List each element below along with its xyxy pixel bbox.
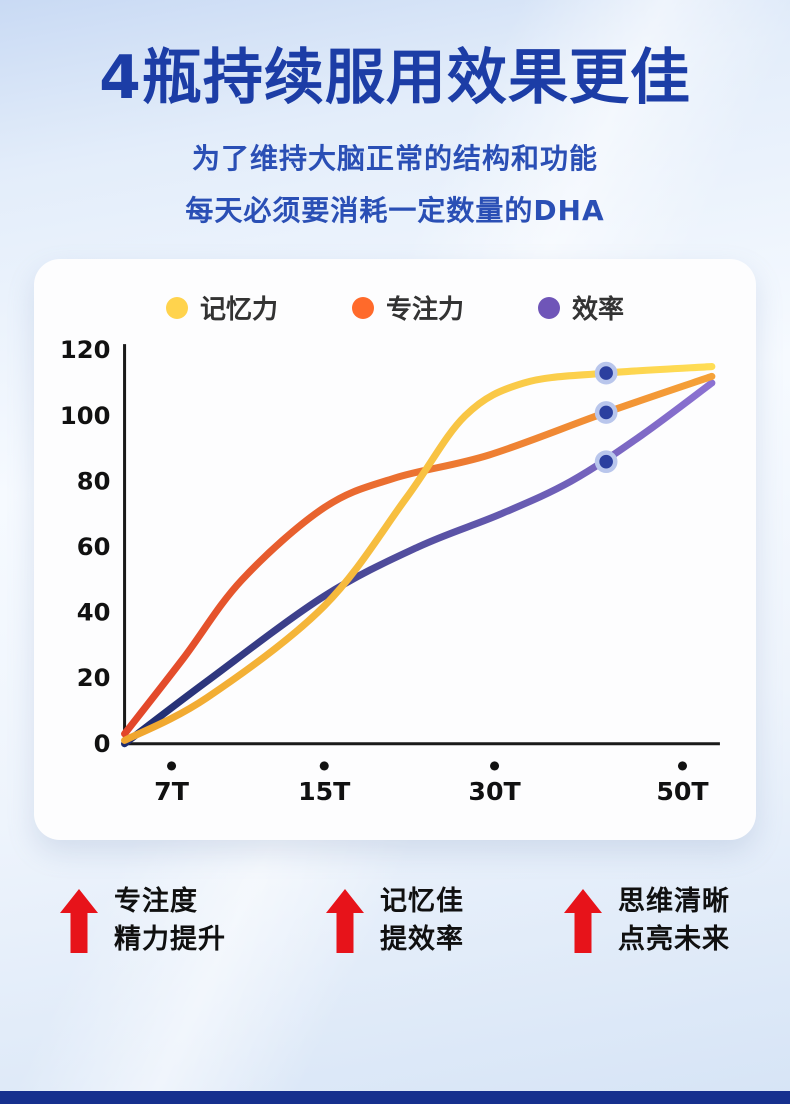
svg-text:30T: 30T — [468, 777, 521, 806]
benefit-line-2: 点亮未来 — [618, 924, 730, 956]
subtitle-line-2: 每天必须要消耗一定数量的DHA — [185, 194, 605, 227]
benefit-memory: 记忆佳 提效率 — [326, 886, 464, 955]
svg-text:80: 80 — [77, 467, 111, 495]
subtitle-line-1: 为了维持大脑正常的结构和功能 — [191, 142, 598, 175]
benefit-line-1: 专注度 — [114, 886, 198, 918]
svg-text:120: 120 — [62, 336, 110, 364]
benefit-clarity: 思维清晰 点亮未来 — [564, 886, 730, 955]
up-arrow-icon — [326, 888, 364, 953]
benefit-focus: 专注度 精力提升 — [60, 886, 226, 955]
benefit-line-1: 记忆佳 — [380, 886, 464, 918]
legend-label-focus: 专注力 — [385, 295, 464, 325]
svg-text:40: 40 — [77, 599, 111, 627]
legend-label-memory: 记忆力 — [199, 295, 278, 325]
chart-card: 记忆力 专注力 效率 0 20 40 60 80 100 120 7T 15T 30T 50T — [34, 259, 756, 841]
footer-bar — [0, 1091, 790, 1104]
legend-dot-focus-icon — [351, 296, 374, 319]
svg-text:100: 100 — [62, 402, 110, 430]
legend-dot-efficiency-icon — [538, 296, 560, 319]
benefits-row: 专注度 精力提升 记忆佳 提效率 思维清晰 点亮未来 — [0, 886, 790, 955]
legend-item-focus: 专注力 — [351, 289, 464, 326]
header: 4瓶持续服用效果更佳 为了维持大脑正常的结构和功能 每天必须要消耗一定数量的DH… — [0, 0, 790, 229]
up-arrow-icon — [60, 888, 98, 953]
up-arrow-icon — [564, 888, 602, 953]
legend-item-memory: 记忆力 — [165, 289, 278, 326]
benefit-line-2: 精力提升 — [114, 924, 226, 956]
benefit-text: 专注度 精力提升 — [114, 886, 226, 955]
legend-dot-memory-icon — [165, 296, 188, 319]
benefit-text: 记忆佳 提效率 — [380, 886, 464, 955]
benefit-line-2: 提效率 — [380, 924, 464, 956]
svg-text:20: 20 — [77, 664, 111, 692]
svg-text:0: 0 — [94, 730, 111, 758]
page-title: 4瓶持续服用效果更佳 — [99, 43, 691, 113]
line-chart: 0 20 40 60 80 100 120 7T 15T 30T 50T — [62, 336, 720, 806]
svg-text:60: 60 — [77, 533, 111, 561]
legend-label-efficiency: 效率 — [572, 295, 625, 325]
svg-text:15T: 15T — [298, 777, 351, 806]
chart-legend: 记忆力 专注力 效率 — [62, 289, 728, 326]
svg-text:7T: 7T — [154, 777, 190, 806]
legend-item-efficiency: 效率 — [538, 289, 624, 326]
benefit-text: 思维清晰 点亮未来 — [618, 886, 730, 955]
benefit-line-1: 思维清晰 — [618, 886, 730, 918]
svg-text:50T: 50T — [656, 777, 709, 806]
